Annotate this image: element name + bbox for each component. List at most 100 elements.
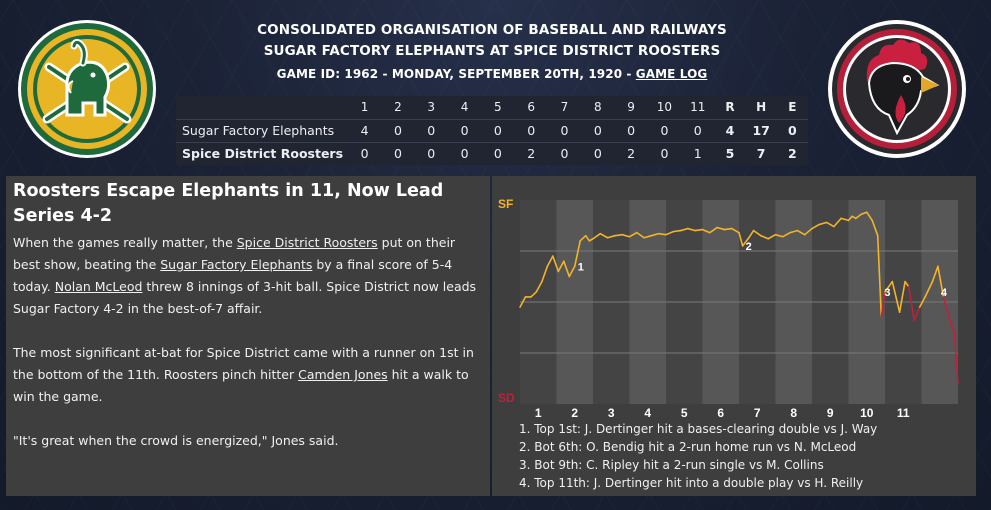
- wp-line-segment: [694, 228, 704, 232]
- article-text: hit a walk to win the game.: [13, 367, 469, 404]
- wp-line-segment: [599, 232, 609, 239]
- wp-line-segment: [907, 285, 916, 322]
- wp-line-segment: [904, 280, 910, 288]
- wp-line-segment: [833, 217, 843, 228]
- inning-tick-label: 9: [827, 406, 834, 420]
- player-link-mcleod[interactable]: Nolan McLeod: [54, 279, 143, 294]
- inning-score: 0: [481, 141, 515, 165]
- player-link-jones[interactable]: Camden Jones: [298, 367, 388, 382]
- inning-score: 1: [681, 141, 715, 165]
- wp-line-segment: [657, 232, 667, 236]
- wp-line-segment: [709, 226, 718, 234]
- inning-score: 0: [647, 141, 682, 165]
- inning-score: 0: [514, 118, 548, 142]
- game-log-link[interactable]: GAME LOG: [635, 67, 708, 81]
- wp-line-segment: [573, 240, 582, 268]
- inning-tick-label: 7: [754, 406, 761, 420]
- wp-line-segment: [650, 232, 660, 237]
- wp-line-segment: [931, 265, 939, 283]
- article-text: When the games really matter, the: [13, 235, 237, 250]
- inning-tick-label: 1: [535, 406, 542, 420]
- inning-tick-label: 8: [790, 406, 797, 420]
- inning-header: 7: [560, 100, 569, 115]
- inning-score: 0: [447, 141, 482, 165]
- away-errors: 0: [776, 118, 808, 142]
- wp-line-segment: [840, 217, 850, 222]
- team-link-elephants[interactable]: Sugar Factory Elephants: [160, 257, 313, 272]
- inning-header: 2: [394, 100, 402, 115]
- away-team-name[interactable]: Sugar Factory Elephants: [176, 118, 348, 142]
- article-quote: "It's great when the crowd is energized,…: [13, 433, 339, 448]
- inning-tick-label: 10: [860, 406, 874, 420]
- wp-line-segment: [767, 233, 777, 240]
- wp-line-segment: [628, 231, 638, 238]
- wp-line-segment: [880, 291, 886, 319]
- wp-line-segment: [789, 229, 799, 234]
- wp-line-segment: [876, 234, 883, 319]
- wp-line-segment: [854, 213, 863, 220]
- inning-score: 0: [347, 141, 382, 165]
- wp-line-segment: [579, 234, 587, 242]
- line-score-table: 1 2 3 4 5 6 7 8 9 10 11 R H E Sugar Fact…: [176, 96, 808, 165]
- errors-header: E: [788, 100, 797, 115]
- wp-line-segment: [884, 280, 894, 293]
- wp-line-segment: [519, 296, 527, 308]
- wp-line-segment: [716, 226, 726, 231]
- wp-line-segment: [563, 260, 571, 278]
- wp-line-segment: [760, 234, 770, 240]
- rooster-logo[interactable]: [827, 19, 967, 159]
- wp-line-segment: [606, 234, 616, 239]
- hits-header: H: [756, 100, 767, 115]
- article-paragraph: The most significant at-bat for Spice Di…: [13, 342, 483, 408]
- away-runs: 4: [714, 118, 746, 142]
- away-hits: 17: [745, 118, 777, 142]
- win-probability-chart: SF SD 1 2 3 4 1 2 3 4 5 6 7 8 9 10 11: [498, 197, 959, 420]
- game-recap-article: Roosters Escape Elephants in 11, Now Lea…: [6, 176, 490, 496]
- inning-tick-label: 11: [897, 406, 910, 420]
- wp-line-segment: [530, 291, 538, 298]
- key-play-note: 3. Bot 9th: C. Ripley hit a 2-run single…: [519, 458, 824, 472]
- inning-score: 2: [614, 141, 648, 165]
- home-team-name[interactable]: Spice District Roosters: [176, 141, 348, 165]
- wp-line-segment: [541, 265, 549, 283]
- inning-score: 0: [547, 118, 582, 142]
- wp-line-segment: [942, 296, 950, 319]
- event-marker: 2: [746, 241, 752, 253]
- article-headline: Roosters Escape Elephants in 11, Now Lea…: [13, 181, 444, 226]
- wp-line-segment: [614, 233, 623, 237]
- league-title: CONSOLIDATED ORGANISATION OF BASEBALL AN…: [257, 22, 727, 38]
- wp-line-segment: [672, 229, 682, 233]
- inning-tick-label: 4: [644, 406, 651, 420]
- wp-line-segment: [643, 234, 653, 239]
- inning-score: 0: [381, 118, 415, 142]
- article-text: put on their best show, beating the: [13, 235, 456, 272]
- wp-line-segment: [552, 255, 560, 273]
- inning-score: 0: [481, 118, 515, 142]
- elephant-logo[interactable]: [17, 19, 157, 159]
- wp-line-segment: [825, 221, 835, 228]
- event-marker: 1: [578, 261, 584, 273]
- wp-line-segment: [584, 234, 591, 242]
- home-errors: 2: [776, 141, 808, 165]
- home-hits: 7: [745, 141, 777, 165]
- team-link-roosters[interactable]: Spice District Roosters: [236, 235, 378, 250]
- wp-line-segment: [937, 265, 945, 298]
- inning-tick-label: 2: [571, 406, 578, 420]
- inning-header: 11: [690, 100, 706, 115]
- inning-header: 1: [360, 100, 369, 115]
- win-probability-panel: SF SD 1 2 3 4 1 2 3 4 5 6 7 8 9 10 11 1. Top 1st: J. Der…: [492, 176, 976, 496]
- wp-line-segment: [948, 316, 956, 334]
- wp-line-segment: [871, 219, 879, 237]
- wp-line-segment: [741, 237, 749, 247]
- inning-score: 0: [581, 118, 615, 142]
- inning-score: 4: [347, 118, 382, 142]
- wp-line-segment: [535, 280, 543, 293]
- article-text: threw 8 innings of 3-hit ball. Spice Dis…: [13, 279, 477, 316]
- wp-line-segment: [818, 221, 828, 226]
- wp-line-segment: [636, 231, 645, 239]
- inning-score: 2: [514, 141, 548, 165]
- inning-tick-label: 3: [608, 406, 615, 420]
- wp-line-segment: [687, 227, 696, 232]
- inning-header: 8: [593, 100, 602, 115]
- wp-line-segment: [891, 280, 901, 313]
